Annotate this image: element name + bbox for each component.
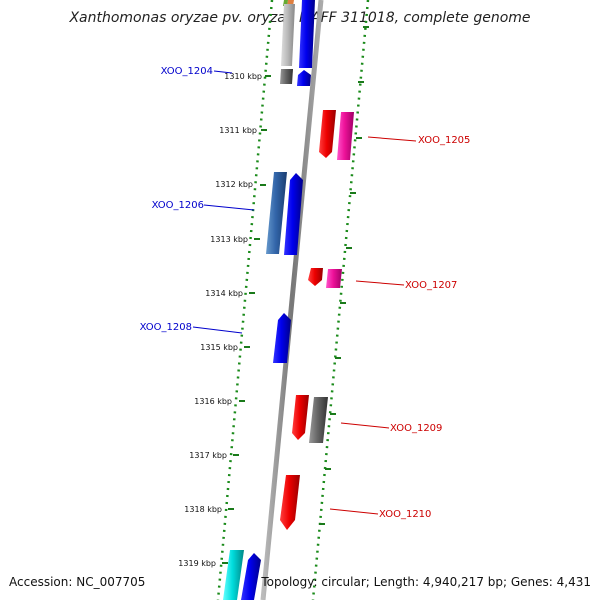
gene-cluster-1209 bbox=[292, 395, 328, 443]
tick-label-1319: 1319 kbp bbox=[178, 559, 216, 568]
tick-labels: 1310 kbp 1311 kbp 1312 kbp 1313 kbp 1314… bbox=[178, 72, 262, 568]
tick-label-1317: 1317 kbp bbox=[189, 451, 227, 460]
tick-label-1318: 1318 kbp bbox=[184, 505, 222, 514]
tick-label-1313: 1313 kbp bbox=[210, 235, 248, 244]
gene-red-1316 bbox=[292, 395, 309, 440]
gene-blue-1312 bbox=[284, 173, 303, 255]
gene-lightgray-top bbox=[281, 4, 295, 66]
gene-label-xoo-1209[interactable]: XOO_1209 bbox=[390, 423, 442, 434]
gene-red-1311 bbox=[319, 110, 336, 158]
strand-line-outer-right bbox=[311, 0, 370, 600]
gene-cluster-1206 bbox=[266, 172, 303, 255]
gene-red-xoo1207 bbox=[308, 268, 323, 286]
map-title: Xanthomonas oryzae pv. oryzae MAFF 31101… bbox=[69, 10, 531, 26]
gene-gray-xoo1209 bbox=[309, 397, 328, 443]
gene-cluster-1205 bbox=[319, 110, 354, 160]
gene-label-xoo-1208[interactable]: XOO_1208 bbox=[140, 322, 192, 333]
gene-cluster-bottom bbox=[223, 550, 261, 600]
gene-blue-small-1310 bbox=[297, 70, 311, 86]
gene-steel-xoo1206 bbox=[266, 172, 287, 254]
gene-label-xoo-1210[interactable]: XOO_1210 bbox=[379, 509, 431, 520]
tick-label-1316: 1316 kbp bbox=[194, 397, 232, 406]
strand-line-outer-left bbox=[216, 0, 274, 600]
gene-pink-xoo1205 bbox=[337, 112, 354, 160]
tick-label-1312: 1312 kbp bbox=[215, 180, 253, 189]
tick-label-1315: 1315 kbp bbox=[200, 343, 238, 352]
gene-label-xoo-1206[interactable]: XOO_1206 bbox=[152, 200, 204, 211]
genome-backbone bbox=[260, 0, 324, 600]
accession-info: Accession: NC_007705 bbox=[9, 575, 146, 589]
tick-marks-right bbox=[319, 26, 369, 525]
gene-label-xoo-1207[interactable]: XOO_1207 bbox=[405, 280, 457, 291]
gene-blue-xoo1208 bbox=[273, 313, 291, 363]
tick-label-1310: 1310 kbp bbox=[224, 72, 262, 81]
tick-label-1311: 1311 kbp bbox=[219, 126, 257, 135]
gene-blue-top bbox=[299, 0, 315, 68]
tick-marks bbox=[222, 75, 271, 564]
gene-label-xoo-1204[interactable]: XOO_1204 bbox=[161, 66, 213, 77]
gene-label-xoo-1205[interactable]: XOO_1205 bbox=[418, 135, 470, 146]
gene-leaders-left bbox=[192, 70, 255, 334]
topology-info: Topology: circular; Length: 4,940,217 bp… bbox=[261, 575, 591, 589]
gene-leaders-right bbox=[329, 136, 417, 515]
gene-gray-xoo1204 bbox=[280, 69, 293, 84]
gene-blue-1319 bbox=[241, 553, 261, 600]
tick-label-1314: 1314 kbp bbox=[205, 289, 243, 298]
gene-cluster-top bbox=[280, 0, 315, 86]
gene-cyan-1319 bbox=[223, 550, 244, 600]
gene-cluster-1207 bbox=[308, 268, 342, 288]
gene-pink-1314 bbox=[326, 269, 342, 288]
gene-red-xoo1210 bbox=[280, 475, 300, 530]
